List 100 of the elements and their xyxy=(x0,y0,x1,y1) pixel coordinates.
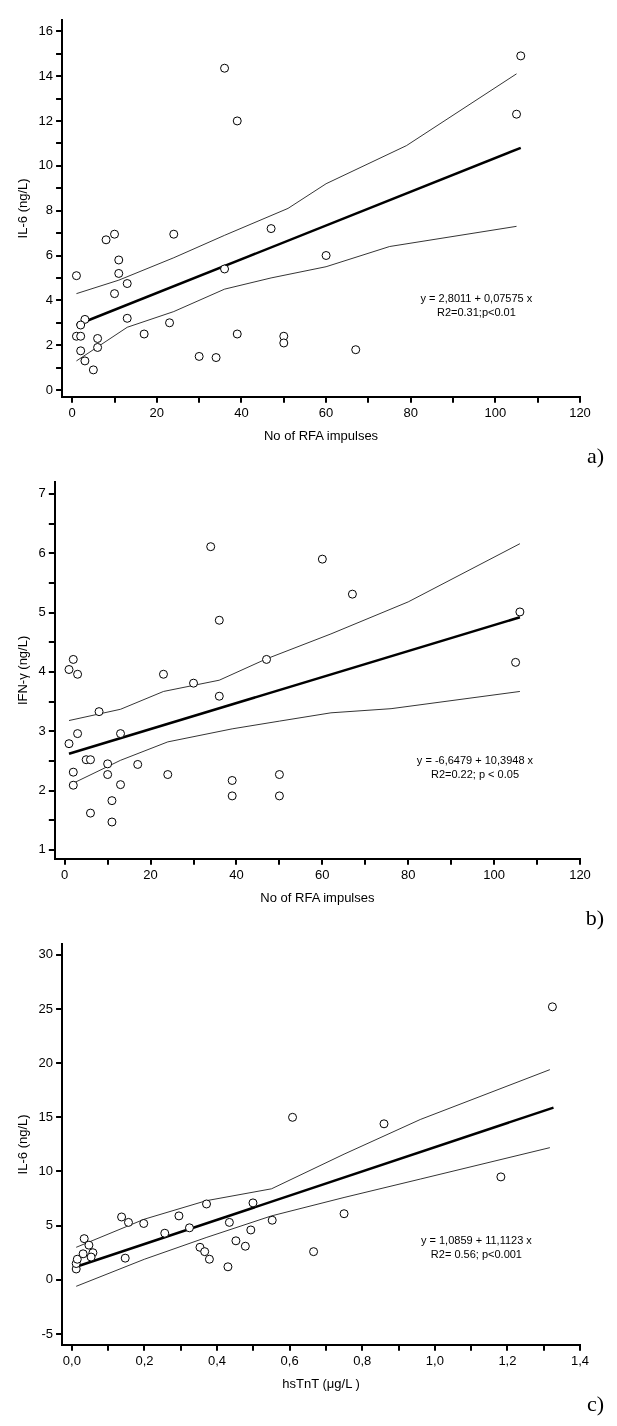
point xyxy=(68,654,78,664)
point xyxy=(496,1172,506,1182)
y-tick-label: 2 xyxy=(45,336,54,352)
x-tick-label: 80 xyxy=(403,405,418,421)
y-tick-label: 2 xyxy=(38,782,46,798)
point xyxy=(232,329,242,339)
x-tick-label: 1,2 xyxy=(498,1353,517,1369)
point xyxy=(516,51,526,61)
point xyxy=(214,691,224,701)
text: c) xyxy=(586,1390,604,1416)
y-tick-label: 6 xyxy=(45,247,54,263)
point xyxy=(174,1211,184,1221)
y-tick-label: 7 xyxy=(38,485,46,501)
point xyxy=(72,1254,82,1264)
point xyxy=(267,1215,277,1225)
point xyxy=(288,1112,298,1122)
point xyxy=(88,365,98,375)
point xyxy=(123,1217,133,1227)
point xyxy=(248,1198,258,1208)
x-tick-label: 1,4 xyxy=(570,1353,590,1369)
x-tick-label: 0,4 xyxy=(208,1353,227,1369)
x-tick-label: 120 xyxy=(569,867,591,883)
point xyxy=(262,654,272,664)
point xyxy=(321,251,331,260)
point xyxy=(64,665,74,675)
x-tick-label: 0 xyxy=(61,867,69,883)
y-tick-label: 16 xyxy=(38,22,54,38)
y-tick-label: 5 xyxy=(38,604,46,620)
point xyxy=(93,333,103,343)
point xyxy=(211,353,221,363)
point xyxy=(160,1228,170,1238)
point xyxy=(76,346,86,356)
point xyxy=(86,1252,96,1262)
point xyxy=(339,1209,349,1219)
y-tick-label: 20 xyxy=(38,1054,54,1070)
y-tick-label: 1 xyxy=(38,841,46,857)
point xyxy=(351,345,361,355)
annotation: y = 2,8011 + 0,07575 x xyxy=(420,291,533,304)
point xyxy=(116,780,126,790)
point xyxy=(223,1262,233,1272)
point xyxy=(84,1240,94,1250)
x-tick-label: 0 xyxy=(68,405,76,421)
point xyxy=(214,615,224,625)
x-tick-label: 60 xyxy=(315,867,330,883)
point xyxy=(279,338,289,348)
y-axis-title: IFN-γ (ng/L) xyxy=(15,635,31,706)
point xyxy=(227,791,237,801)
x-tick-label: 0,0 xyxy=(62,1353,81,1369)
point xyxy=(202,1199,212,1209)
point xyxy=(122,313,132,323)
point xyxy=(107,817,117,827)
point xyxy=(76,320,86,330)
point xyxy=(224,1217,234,1227)
point xyxy=(189,678,199,688)
point xyxy=(120,1253,130,1263)
point xyxy=(512,109,522,119)
point xyxy=(114,268,124,278)
x-tick-label: 0,6 xyxy=(280,1353,299,1369)
point xyxy=(309,1247,319,1257)
point xyxy=(169,229,179,239)
y-tick-label: 15 xyxy=(38,1108,54,1124)
point xyxy=(246,1225,256,1235)
y-tick-label: 3 xyxy=(38,722,46,738)
y-tick-label: 10 xyxy=(38,157,54,173)
point xyxy=(231,1236,241,1246)
point xyxy=(515,607,525,617)
x-tick-label: 60 xyxy=(318,405,334,421)
point xyxy=(220,63,230,73)
point xyxy=(220,264,230,274)
point xyxy=(347,589,357,599)
point xyxy=(165,318,175,328)
point xyxy=(73,729,83,739)
point xyxy=(122,279,132,289)
y-axis-title: IL-6 (ng/L) xyxy=(15,1114,31,1175)
point xyxy=(79,1234,89,1244)
x-tick-label: 1,0 xyxy=(425,1353,444,1369)
y-tick-label: 4 xyxy=(38,663,46,679)
x-axis-title: hsTnT (μg/L ) xyxy=(282,1375,360,1391)
x-tick-label: 20 xyxy=(143,867,158,883)
text: a) xyxy=(586,442,604,468)
point xyxy=(94,707,104,717)
point xyxy=(103,759,113,769)
y-tick-label: 25 xyxy=(38,1000,54,1016)
y-tick-label: -5 xyxy=(41,1325,54,1341)
point xyxy=(117,1212,127,1222)
point xyxy=(110,289,120,299)
point xyxy=(163,770,173,780)
y-tick-label: 0 xyxy=(45,381,54,397)
x-tick-label: 40 xyxy=(229,867,244,883)
point xyxy=(184,1223,194,1233)
point xyxy=(158,669,168,679)
y-tick-label: 12 xyxy=(38,112,54,128)
point xyxy=(139,1218,149,1228)
point xyxy=(110,229,120,239)
point xyxy=(73,669,83,679)
point xyxy=(194,351,204,361)
point xyxy=(116,729,126,739)
x-tick-label: 20 xyxy=(149,405,165,421)
point xyxy=(266,224,276,234)
point xyxy=(274,770,284,780)
